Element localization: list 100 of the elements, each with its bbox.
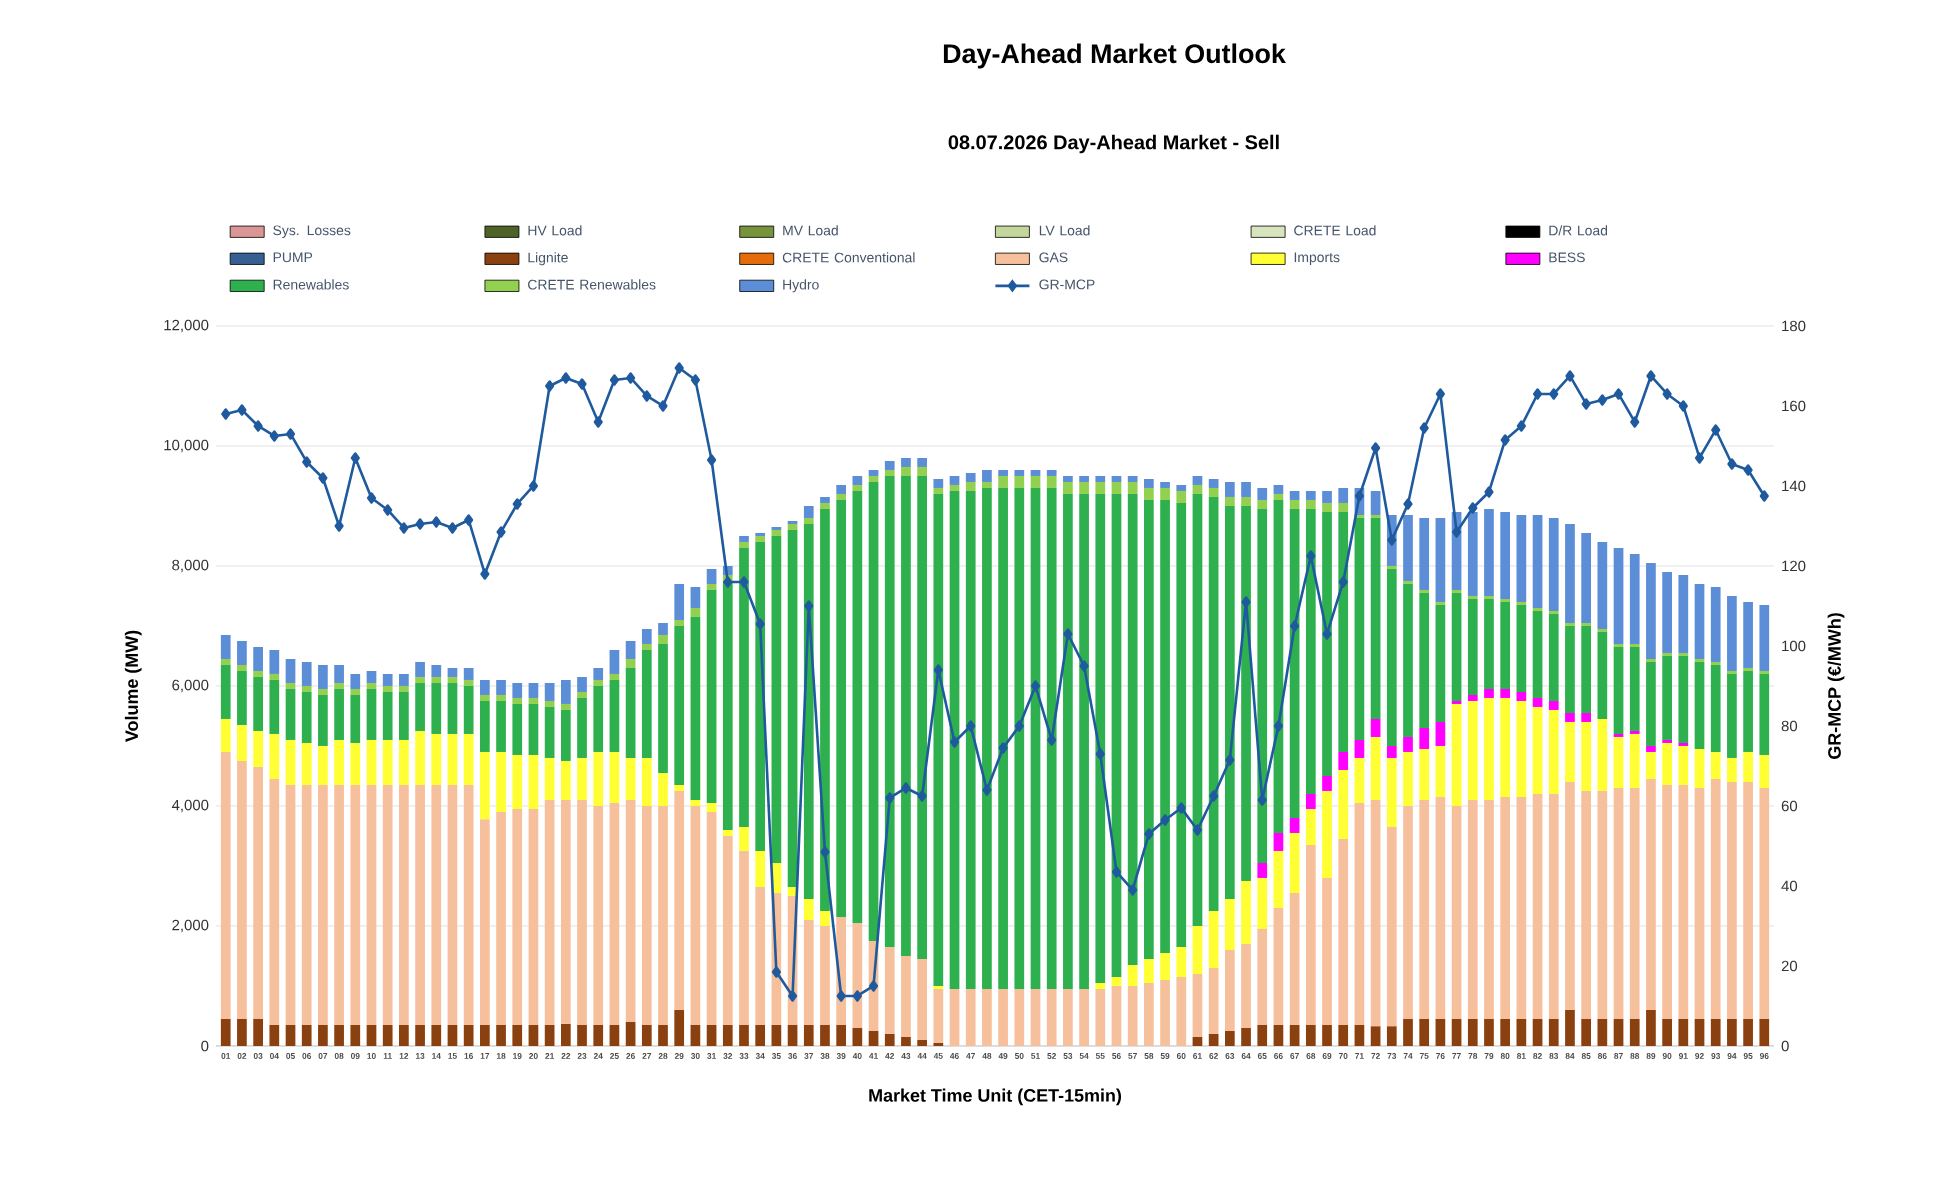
bar — [625, 667, 636, 758]
bar — [1500, 601, 1511, 689]
bar — [690, 805, 701, 1025]
bar — [560, 679, 571, 704]
bar — [965, 481, 976, 491]
bar — [1694, 748, 1705, 788]
bar — [1613, 736, 1624, 788]
bar — [1451, 1018, 1462, 1046]
bar — [982, 469, 992, 482]
bar — [1435, 721, 1446, 746]
bar — [318, 688, 328, 695]
bar — [512, 703, 523, 755]
bar — [334, 682, 344, 689]
bar — [1224, 949, 1235, 1031]
bar — [1046, 475, 1057, 488]
bar — [998, 988, 1008, 1046]
bar — [1338, 487, 1349, 503]
bar — [447, 682, 458, 734]
bar — [787, 523, 798, 530]
bar — [836, 499, 847, 917]
bar — [1273, 493, 1284, 500]
bar — [1241, 481, 1251, 497]
bar — [1597, 718, 1608, 791]
bar — [350, 742, 361, 785]
bar — [253, 730, 263, 767]
bar — [965, 490, 976, 989]
bar — [1435, 796, 1446, 1019]
bar — [528, 697, 539, 704]
bar — [1273, 907, 1284, 1025]
bar — [1257, 487, 1268, 500]
bar — [884, 460, 895, 470]
bar — [706, 811, 717, 1025]
bar — [1322, 775, 1332, 791]
bar — [1370, 1026, 1381, 1046]
bar — [1386, 568, 1397, 746]
bar — [658, 622, 668, 635]
bar — [366, 1024, 377, 1046]
bar — [1435, 604, 1446, 722]
bar — [1467, 1018, 1478, 1046]
bar — [399, 691, 409, 740]
bar — [771, 529, 782, 536]
bar — [803, 517, 814, 524]
bar — [528, 703, 539, 755]
bar — [593, 685, 604, 752]
bar — [641, 1024, 652, 1046]
bar — [1743, 670, 1753, 752]
bar — [1419, 799, 1430, 1019]
bar — [366, 682, 377, 689]
bar — [382, 1024, 393, 1046]
bar — [1403, 805, 1413, 1019]
bar — [1030, 475, 1041, 488]
bar — [220, 718, 231, 752]
bar — [593, 679, 604, 686]
bar — [1548, 700, 1559, 710]
bar — [1435, 1018, 1446, 1046]
bar — [1322, 511, 1332, 776]
bar — [998, 487, 1008, 989]
bar — [512, 754, 523, 809]
bar — [1241, 496, 1251, 506]
bar — [1386, 745, 1397, 758]
bar — [1581, 721, 1591, 791]
bar — [820, 1024, 830, 1046]
bar — [722, 835, 733, 1025]
bar — [1467, 694, 1478, 701]
bar — [884, 475, 895, 947]
bar — [1484, 697, 1494, 800]
bar — [399, 685, 409, 692]
bar — [560, 703, 571, 710]
bar — [463, 685, 474, 734]
bar — [1484, 688, 1494, 698]
y2-axis-title: GR-MCP (€/MWh) — [1827, 613, 1845, 759]
bar — [1759, 754, 1770, 788]
bar — [1095, 982, 1106, 989]
bar — [1403, 583, 1413, 737]
bar — [1305, 499, 1316, 509]
bar — [447, 676, 458, 683]
bar — [658, 1024, 668, 1046]
bar — [1646, 562, 1656, 659]
bar — [755, 886, 766, 1025]
bar — [366, 670, 377, 683]
bar — [868, 475, 879, 482]
bar — [1079, 475, 1089, 482]
bar — [577, 676, 587, 692]
bar — [1046, 487, 1057, 989]
bar — [1208, 487, 1219, 497]
bar — [1613, 646, 1624, 734]
bar — [1144, 487, 1154, 500]
bar — [1532, 610, 1543, 698]
bar — [415, 784, 425, 1025]
bar — [1646, 1009, 1656, 1046]
bar — [803, 505, 814, 518]
bar — [1289, 832, 1300, 893]
bar — [965, 472, 976, 482]
bar — [868, 481, 879, 941]
bar — [1079, 988, 1089, 1046]
bar — [1257, 928, 1268, 1025]
bar — [593, 1024, 604, 1046]
bar — [496, 1024, 506, 1046]
bar — [1338, 502, 1349, 512]
bar — [269, 649, 280, 674]
